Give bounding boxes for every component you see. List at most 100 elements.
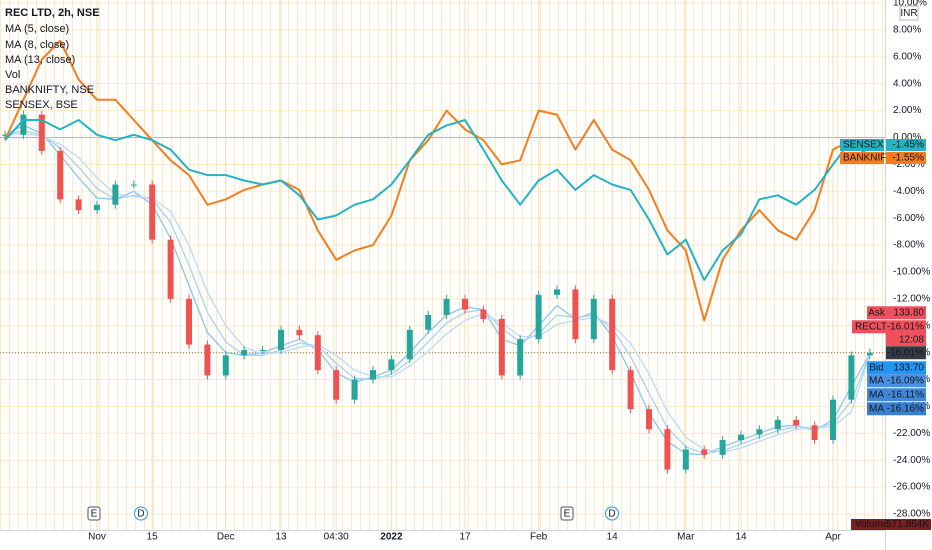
- price-tag: -16.11%: [887, 389, 924, 400]
- series-line: [4, 130, 871, 455]
- candle: [609, 298, 616, 371]
- y-tick-label: -4.00%: [893, 186, 925, 197]
- candle: [572, 289, 579, 340]
- candle: [388, 359, 395, 371]
- y-tick-label: 8.00%: [893, 25, 921, 36]
- candle: [627, 370, 634, 410]
- candle: [406, 329, 413, 360]
- event-marker: [560, 506, 574, 521]
- candle: [498, 319, 505, 376]
- legend-entry: MA (5, close): [5, 23, 69, 35]
- price-tag-bg: [886, 388, 926, 402]
- legend-entry: MA (8, close): [5, 39, 69, 51]
- candle: [186, 298, 192, 345]
- x-tick-label: Nov: [88, 532, 106, 543]
- series-value-tag: [886, 139, 926, 151]
- legend-entry: SENSEX, BSE: [5, 99, 78, 111]
- candle: [646, 409, 652, 430]
- candle: [259, 349, 266, 351]
- price-tag: -16.09%: [887, 375, 924, 386]
- x-tick-label: 13: [275, 532, 287, 543]
- candle: [462, 298, 468, 310]
- currency: INR: [900, 8, 917, 19]
- candle: [38, 114, 45, 151]
- candle: [701, 449, 708, 455]
- x-tick-label: Apr: [825, 532, 841, 543]
- candle: [333, 370, 340, 400]
- volume-tag-label: Volume: [855, 519, 889, 530]
- candle: [204, 344, 211, 376]
- price-tag-label-bg: [867, 374, 886, 388]
- x-tick-label: 14: [607, 532, 619, 543]
- x-tick-label: 15: [147, 532, 159, 543]
- candle: [774, 419, 781, 430]
- candle: [848, 355, 855, 400]
- series-tag-name: SENSEX: [843, 140, 884, 151]
- candle: [241, 349, 248, 356]
- currency-box: [899, 5, 919, 21]
- y-tick-label: -26.00%: [893, 482, 930, 493]
- candle: [75, 199, 82, 211]
- price-tag: 133.80: [893, 307, 924, 318]
- candle: [20, 114, 27, 135]
- series-tag: [840, 152, 884, 164]
- price-tag-label: MA: [869, 403, 884, 414]
- price-tag: -16.16%: [887, 403, 924, 414]
- price-tag-label: Ask: [868, 307, 886, 318]
- overlay: 10.00% 8.00% 6.00% 4.00% 2.00% 0.00% -2.00% -4.…: [5, 0, 931, 543]
- candle: [480, 309, 487, 320]
- candle: [112, 184, 119, 205]
- legend-entry: BANKNIFTY, NSE: [5, 84, 94, 96]
- price-tag-bg: [886, 346, 926, 360]
- candle: [554, 289, 560, 295]
- x-tick-label: 04:30: [324, 532, 349, 543]
- x-tick-label: 17: [459, 532, 471, 543]
- price-tag-label-bg: [867, 361, 886, 375]
- candle: [756, 429, 763, 435]
- y-tick-label: -10.00%: [893, 267, 930, 278]
- candle: [314, 335, 321, 371]
- candle: [738, 434, 744, 441]
- candle: [222, 355, 229, 376]
- candle: [278, 329, 284, 350]
- x-tick-label: Mar: [677, 532, 695, 543]
- y-tick-label: 4.00%: [893, 78, 921, 89]
- candle: [130, 184, 137, 186]
- event-marker: [605, 506, 619, 521]
- volume-tag-bg: [851, 519, 931, 530]
- y-tick-label: -12.00%: [893, 293, 930, 304]
- legend-entry: Vol: [5, 69, 20, 81]
- price-tag-bg: [886, 402, 926, 416]
- event-marker: [87, 506, 101, 521]
- price-tag-label-bg: [867, 388, 886, 402]
- legend-entry: REC LTD, 2h, NSE: [5, 7, 100, 19]
- y-tick-label: -24.00%: [893, 455, 930, 466]
- candle: [351, 379, 358, 400]
- price-tag-bg: [886, 374, 926, 388]
- candle: [682, 449, 689, 470]
- y-tick-label: -8.00%: [893, 240, 925, 251]
- series-line: [4, 132, 871, 453]
- candle: [296, 329, 303, 336]
- x-tick-label: Feb: [530, 532, 548, 543]
- y-tick-label: -28.00%: [893, 509, 930, 520]
- volume-tag-value: 571.864K: [886, 519, 929, 530]
- event-label: D: [137, 509, 144, 520]
- y-tick-label: -22.00%: [893, 428, 930, 439]
- price-tag-bg: [886, 306, 926, 320]
- price-tag-label: MA: [869, 375, 884, 386]
- countdown: 12:08: [899, 334, 924, 345]
- series-tag: [840, 139, 884, 151]
- series-value-tag: [886, 152, 926, 164]
- candle: [94, 204, 100, 211]
- grid: [0, 0, 885, 530]
- series-value: -1.55%: [892, 153, 924, 164]
- price-tag-label: MA: [869, 389, 884, 400]
- candle: [535, 294, 542, 340]
- price-tag-label: Bid: [869, 362, 883, 373]
- candle: [793, 419, 800, 426]
- y-tick-label: -2.00%: [893, 159, 925, 170]
- event-label: E: [91, 509, 98, 520]
- series-line: [4, 119, 871, 281]
